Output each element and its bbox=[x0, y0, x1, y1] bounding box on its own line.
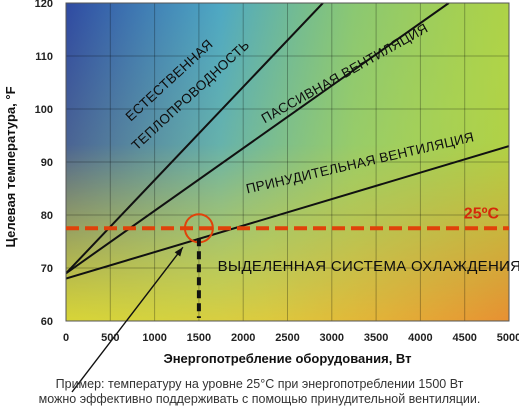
y-tick-label: 120 bbox=[35, 0, 53, 10]
x-tick-label: 3500 bbox=[364, 332, 388, 344]
y-tick-label: 70 bbox=[41, 263, 53, 275]
y-tick-label: 60 bbox=[41, 316, 53, 328]
x-tick-label: 3000 bbox=[320, 332, 344, 344]
y-axis-ticks: 60 70 80 90 100 110 120 bbox=[35, 0, 53, 328]
region-boundary-line bbox=[66, 145, 509, 280]
reference-overlay: 25ºC bbox=[66, 205, 509, 393]
background-transition bbox=[66, 3, 509, 321]
x-tick-label: 500 bbox=[101, 332, 119, 344]
x-tick-label: 0 bbox=[63, 332, 69, 344]
x-tick-label: 1500 bbox=[187, 332, 211, 344]
caption: Пример: температуру на уровне 25°C при э… bbox=[0, 377, 519, 407]
x-tick-label: 5000 bbox=[497, 332, 519, 344]
y-axis-title: Целевая температура, °F bbox=[3, 86, 18, 247]
x-tick-label: 4500 bbox=[452, 332, 476, 344]
y-tick-label: 80 bbox=[41, 210, 53, 222]
plot-area bbox=[66, 3, 509, 321]
x-tick-label: 4000 bbox=[408, 332, 432, 344]
x-axis-ticks: 0 500 1000 1500 2000 2500 3000 3500 4000 4500 5000 bbox=[63, 332, 519, 344]
x-tick-label: 1000 bbox=[142, 332, 166, 344]
plot-frame bbox=[65, 2, 510, 322]
region-label-dedicated-cooling: ВЫДЕЛЕННАЯ СИСТЕМА ОХЛАЖДЕНИЯ bbox=[218, 258, 519, 275]
caption-pointer-arrowhead bbox=[174, 247, 183, 257]
caption-line-2: можно эффективно поддерживать с помощью … bbox=[38, 392, 481, 406]
x-tick-label: 2500 bbox=[275, 332, 299, 344]
y-tick-label: 100 bbox=[35, 104, 53, 116]
caption-pointer-line bbox=[71, 246, 184, 393]
x-tick-label: 2000 bbox=[231, 332, 255, 344]
y-tick-label: 90 bbox=[41, 157, 53, 169]
reference-line-label: 25ºC bbox=[464, 205, 500, 222]
caption-line-1: Пример: температуру на уровне 25°C при э… bbox=[55, 377, 464, 391]
grid bbox=[66, 3, 509, 321]
y-tick-label: 110 bbox=[35, 51, 53, 63]
x-axis-title: Энергопотребление оборудования, Вт bbox=[163, 351, 411, 366]
